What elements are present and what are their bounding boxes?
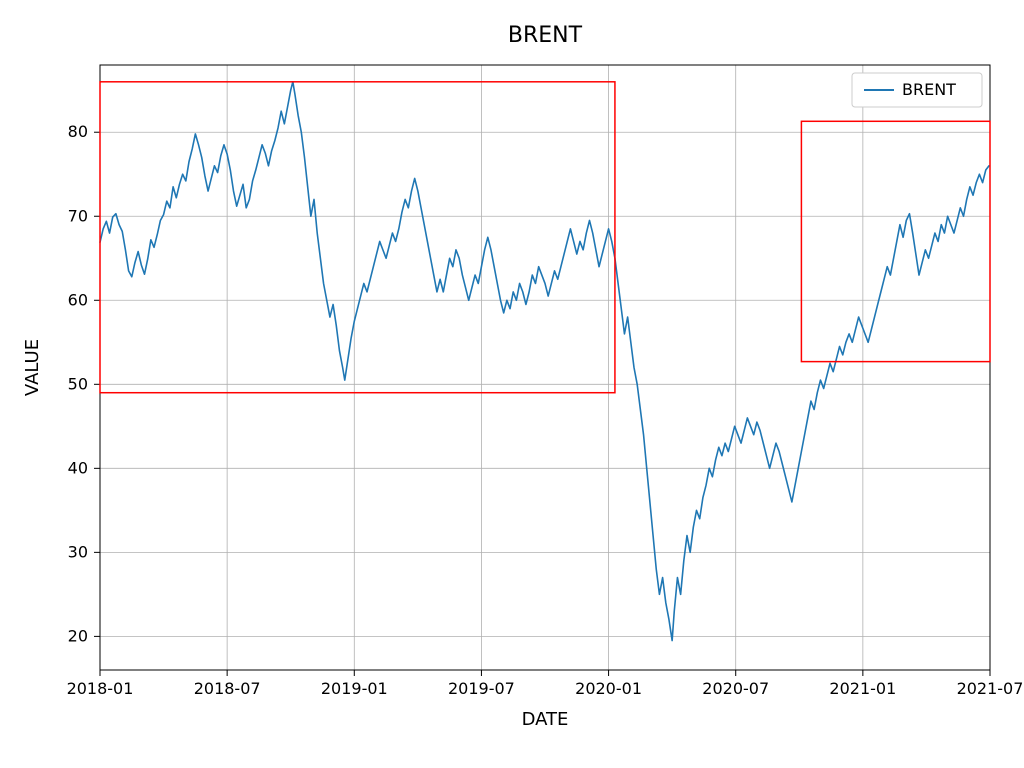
- legend-label: BRENT: [902, 80, 956, 99]
- legend: BRENT: [852, 73, 982, 107]
- x-tick-label: 2019-07: [448, 679, 515, 698]
- x-tick-label: 2018-07: [194, 679, 261, 698]
- x-tick-label: 2018-01: [67, 679, 134, 698]
- y-tick-label: 80: [68, 122, 88, 141]
- y-tick-label: 30: [68, 542, 88, 561]
- y-tick-label: 50: [68, 374, 88, 393]
- x-tick-label: 2020-07: [702, 679, 769, 698]
- y-tick-label: 70: [68, 206, 88, 225]
- y-tick-label: 60: [68, 290, 88, 309]
- chart-container: 2018-01 2018-07 2019-01 2019-07 2020-01 2020-…: [0, 0, 1024, 768]
- y-tick-label: 20: [68, 626, 88, 645]
- x-tick-label: 2021-01: [829, 679, 896, 698]
- x-axis-label: DATE: [522, 709, 569, 730]
- x-tick-label: 2021-07: [957, 679, 1024, 698]
- x-tick-label: 2019-01: [321, 679, 388, 698]
- y-tick-label: 40: [68, 458, 88, 477]
- chart-title: BRENT: [508, 23, 583, 48]
- x-tick-label: 2020-01: [575, 679, 642, 698]
- y-axis-label: VALUE: [22, 339, 43, 396]
- chart-svg: 2018-01 2018-07 2019-01 2019-07 2020-01 2020-…: [0, 0, 1024, 768]
